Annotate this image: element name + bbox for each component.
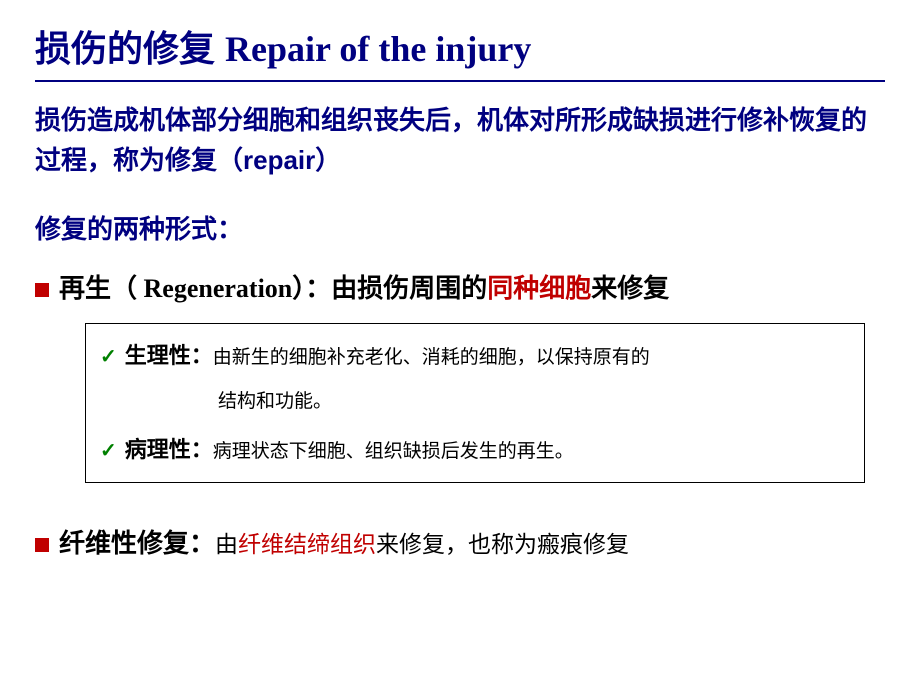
subtitle: 修复的两种形式： [35, 209, 885, 246]
bullet1-after: 来修复 [591, 273, 669, 303]
box-row-physiological: ✓ 生理性： 由新生的细胞补充老化、消耗的细胞，以保持原有的 [100, 336, 850, 376]
bullet-text-1: 再生（ Regeneration）：由损伤周围的同种细胞来修复 [59, 268, 669, 305]
intro-paragraph: 损伤造成机体部分细胞和组织丧失后，机体对所形成缺损进行修补恢复的过程，称为修复（… [35, 100, 885, 181]
bullet2-highlight: 纤维结缔组织 [238, 531, 376, 557]
bullet1-label: 再生 [59, 273, 111, 303]
bullet-square-icon [35, 538, 49, 552]
definition-box: ✓ 生理性： 由新生的细胞补充老化、消耗的细胞，以保持原有的 结构和功能。 ✓ … [85, 323, 865, 483]
box-label-1: 生理性： [125, 336, 213, 376]
bullet2-before: 由 [215, 531, 238, 557]
check-icon: ✓ [100, 433, 117, 469]
bullet2-after: 来修复，也称为瘢痕修复 [376, 531, 629, 557]
box-content-1b: 结构和功能。 [218, 384, 850, 420]
bullet1-en: （ Regeneration）： [111, 274, 331, 303]
bullet-regeneration: 再生（ Regeneration）：由损伤周围的同种细胞来修复 [35, 268, 885, 305]
bullet2-label: 纤维性修复： [59, 528, 215, 558]
check-icon: ✓ [100, 339, 117, 375]
bullet1-highlight: 同种细胞 [487, 273, 591, 303]
bullet-square-icon [35, 283, 49, 297]
bullet-fibrous: 纤维性修复：由纤维结缔组织来修复，也称为瘢痕修复 [35, 523, 885, 560]
title-underline [35, 80, 885, 82]
title-chinese: 损伤的修复 [35, 28, 215, 69]
title-english: Repair of the injury [225, 29, 531, 69]
box-label-2: 病理性： [125, 430, 213, 470]
bullet1-before: 由损伤周围的 [331, 273, 487, 303]
box-content-2: 病理状态下细胞、组织缺损后发生的再生。 [213, 434, 574, 470]
bullet-text-2: 纤维性修复：由纤维结缔组织来修复，也称为瘢痕修复 [59, 523, 629, 560]
slide-title: 损伤的修复 Repair of the injury [35, 20, 885, 72]
box-row-pathological: ✓ 病理性： 病理状态下细胞、组织缺损后发生的再生。 [100, 430, 850, 470]
box-content-1a: 由新生的细胞补充老化、消耗的细胞，以保持原有的 [213, 340, 650, 376]
